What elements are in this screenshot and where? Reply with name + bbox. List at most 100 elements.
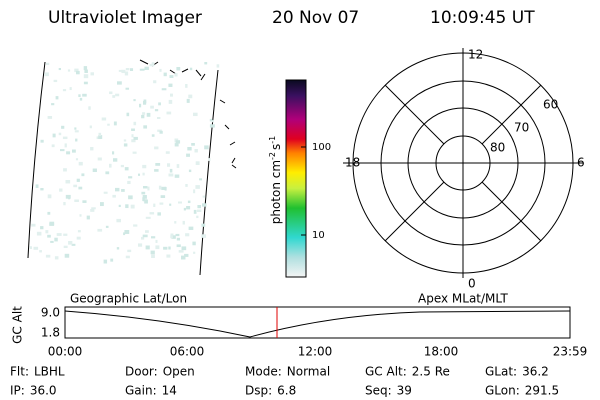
- field-label: GLat:: [485, 365, 517, 379]
- alt-xtick-label: 06:00: [170, 345, 205, 359]
- speckle: [105, 171, 110, 175]
- speckle: [128, 195, 133, 200]
- speckle: [141, 191, 146, 195]
- colorbar-tick-label: 10: [312, 230, 325, 241]
- info-panel: Flt: LBHL Door: Open Mode: Normal GC Alt: 2.5 R…: [10, 365, 559, 398]
- alt-xtick-label: 12:00: [298, 345, 333, 359]
- speckle: [44, 72, 49, 77]
- speckle: [143, 125, 148, 129]
- speckle: [77, 230, 81, 233]
- speckle: [142, 164, 147, 169]
- speckle: [161, 186, 166, 190]
- coastline: [139, 59, 237, 169]
- speckle: [168, 173, 174, 177]
- alt-xtick-label: 23:59: [553, 345, 588, 359]
- speckle: [121, 69, 126, 74]
- speckle: [76, 70, 80, 75]
- speckle: [159, 130, 163, 134]
- speckle: [157, 129, 162, 132]
- speckle: [141, 236, 145, 240]
- colorbar: [285, 79, 307, 278]
- speckle: [125, 68, 130, 71]
- speckle: [91, 207, 96, 210]
- polar-grid: [343, 48, 583, 278]
- speckle: [39, 250, 42, 253]
- speckle: [115, 187, 120, 192]
- field-value: 39: [397, 384, 412, 398]
- speckle: [68, 241, 73, 245]
- speckle: [142, 234, 148, 238]
- speckle: [64, 143, 67, 148]
- colorbar-label: photon cm-2s-1: [268, 136, 283, 225]
- speckle: [55, 96, 59, 100]
- field-value: 291.5: [525, 384, 559, 398]
- speckle: [186, 98, 190, 103]
- speckle: [74, 127, 77, 130]
- speckle: [79, 97, 83, 101]
- speckle: [46, 62, 50, 65]
- speckle: [117, 81, 122, 85]
- speckle: [126, 112, 130, 117]
- speckle: [187, 147, 192, 151]
- speckle: [176, 237, 181, 241]
- speckle: [143, 186, 148, 189]
- speckle: [49, 222, 55, 226]
- field-label: Door:: [125, 365, 158, 379]
- time: 10:09:45 UT: [430, 8, 535, 28]
- speckle: [78, 186, 83, 190]
- speckle: [168, 246, 171, 250]
- speckle: [168, 99, 173, 104]
- left-label: Geographic Lat/Lon: [70, 292, 187, 306]
- speckle: [98, 132, 102, 137]
- speckle: [90, 209, 95, 212]
- speckle: [197, 205, 202, 209]
- speckle: [71, 243, 76, 246]
- speckle: [68, 197, 71, 200]
- speckle: [109, 163, 112, 168]
- speckle: [82, 93, 87, 97]
- speckle: [170, 233, 174, 237]
- speckle: [144, 66, 149, 70]
- speckle: [40, 226, 44, 230]
- speckle: [175, 140, 181, 144]
- field-value: LBHL: [34, 365, 65, 379]
- speckle: [124, 71, 129, 76]
- lat-label: 80: [490, 141, 505, 155]
- speckle: [118, 69, 123, 72]
- speckle: [169, 168, 173, 173]
- speckle: [63, 233, 68, 236]
- speckle: [197, 209, 202, 213]
- speckle: [166, 111, 172, 115]
- speckle: [174, 221, 177, 224]
- speckle: [54, 237, 58, 242]
- speckle: [142, 195, 147, 199]
- speckle: [31, 223, 36, 227]
- speckle: [65, 180, 71, 184]
- mlt-label: 12: [468, 48, 483, 62]
- speckle: [181, 255, 186, 260]
- speckle: [113, 121, 117, 126]
- speckle: [63, 168, 67, 172]
- speckle: [72, 149, 76, 153]
- speckle: [35, 184, 39, 188]
- speckle: [151, 254, 155, 259]
- speckle: [209, 124, 215, 128]
- speckle: [76, 178, 80, 182]
- speckle: [45, 254, 51, 258]
- field-value: 36.2: [522, 365, 549, 379]
- speckle: [121, 189, 125, 192]
- speckle: [154, 146, 159, 150]
- speckle: [113, 158, 118, 162]
- speckle: [131, 134, 134, 138]
- speckle: [167, 163, 171, 167]
- speckle: [166, 254, 171, 258]
- title: Ultraviolet Imager: [48, 8, 202, 28]
- speckle: [128, 176, 133, 179]
- speckle: [84, 69, 88, 73]
- speckle: [151, 134, 155, 137]
- speckle: [201, 234, 207, 238]
- speckle: [160, 195, 166, 199]
- speckle: [118, 204, 121, 208]
- speckle: [153, 203, 156, 207]
- speckle: [125, 87, 130, 90]
